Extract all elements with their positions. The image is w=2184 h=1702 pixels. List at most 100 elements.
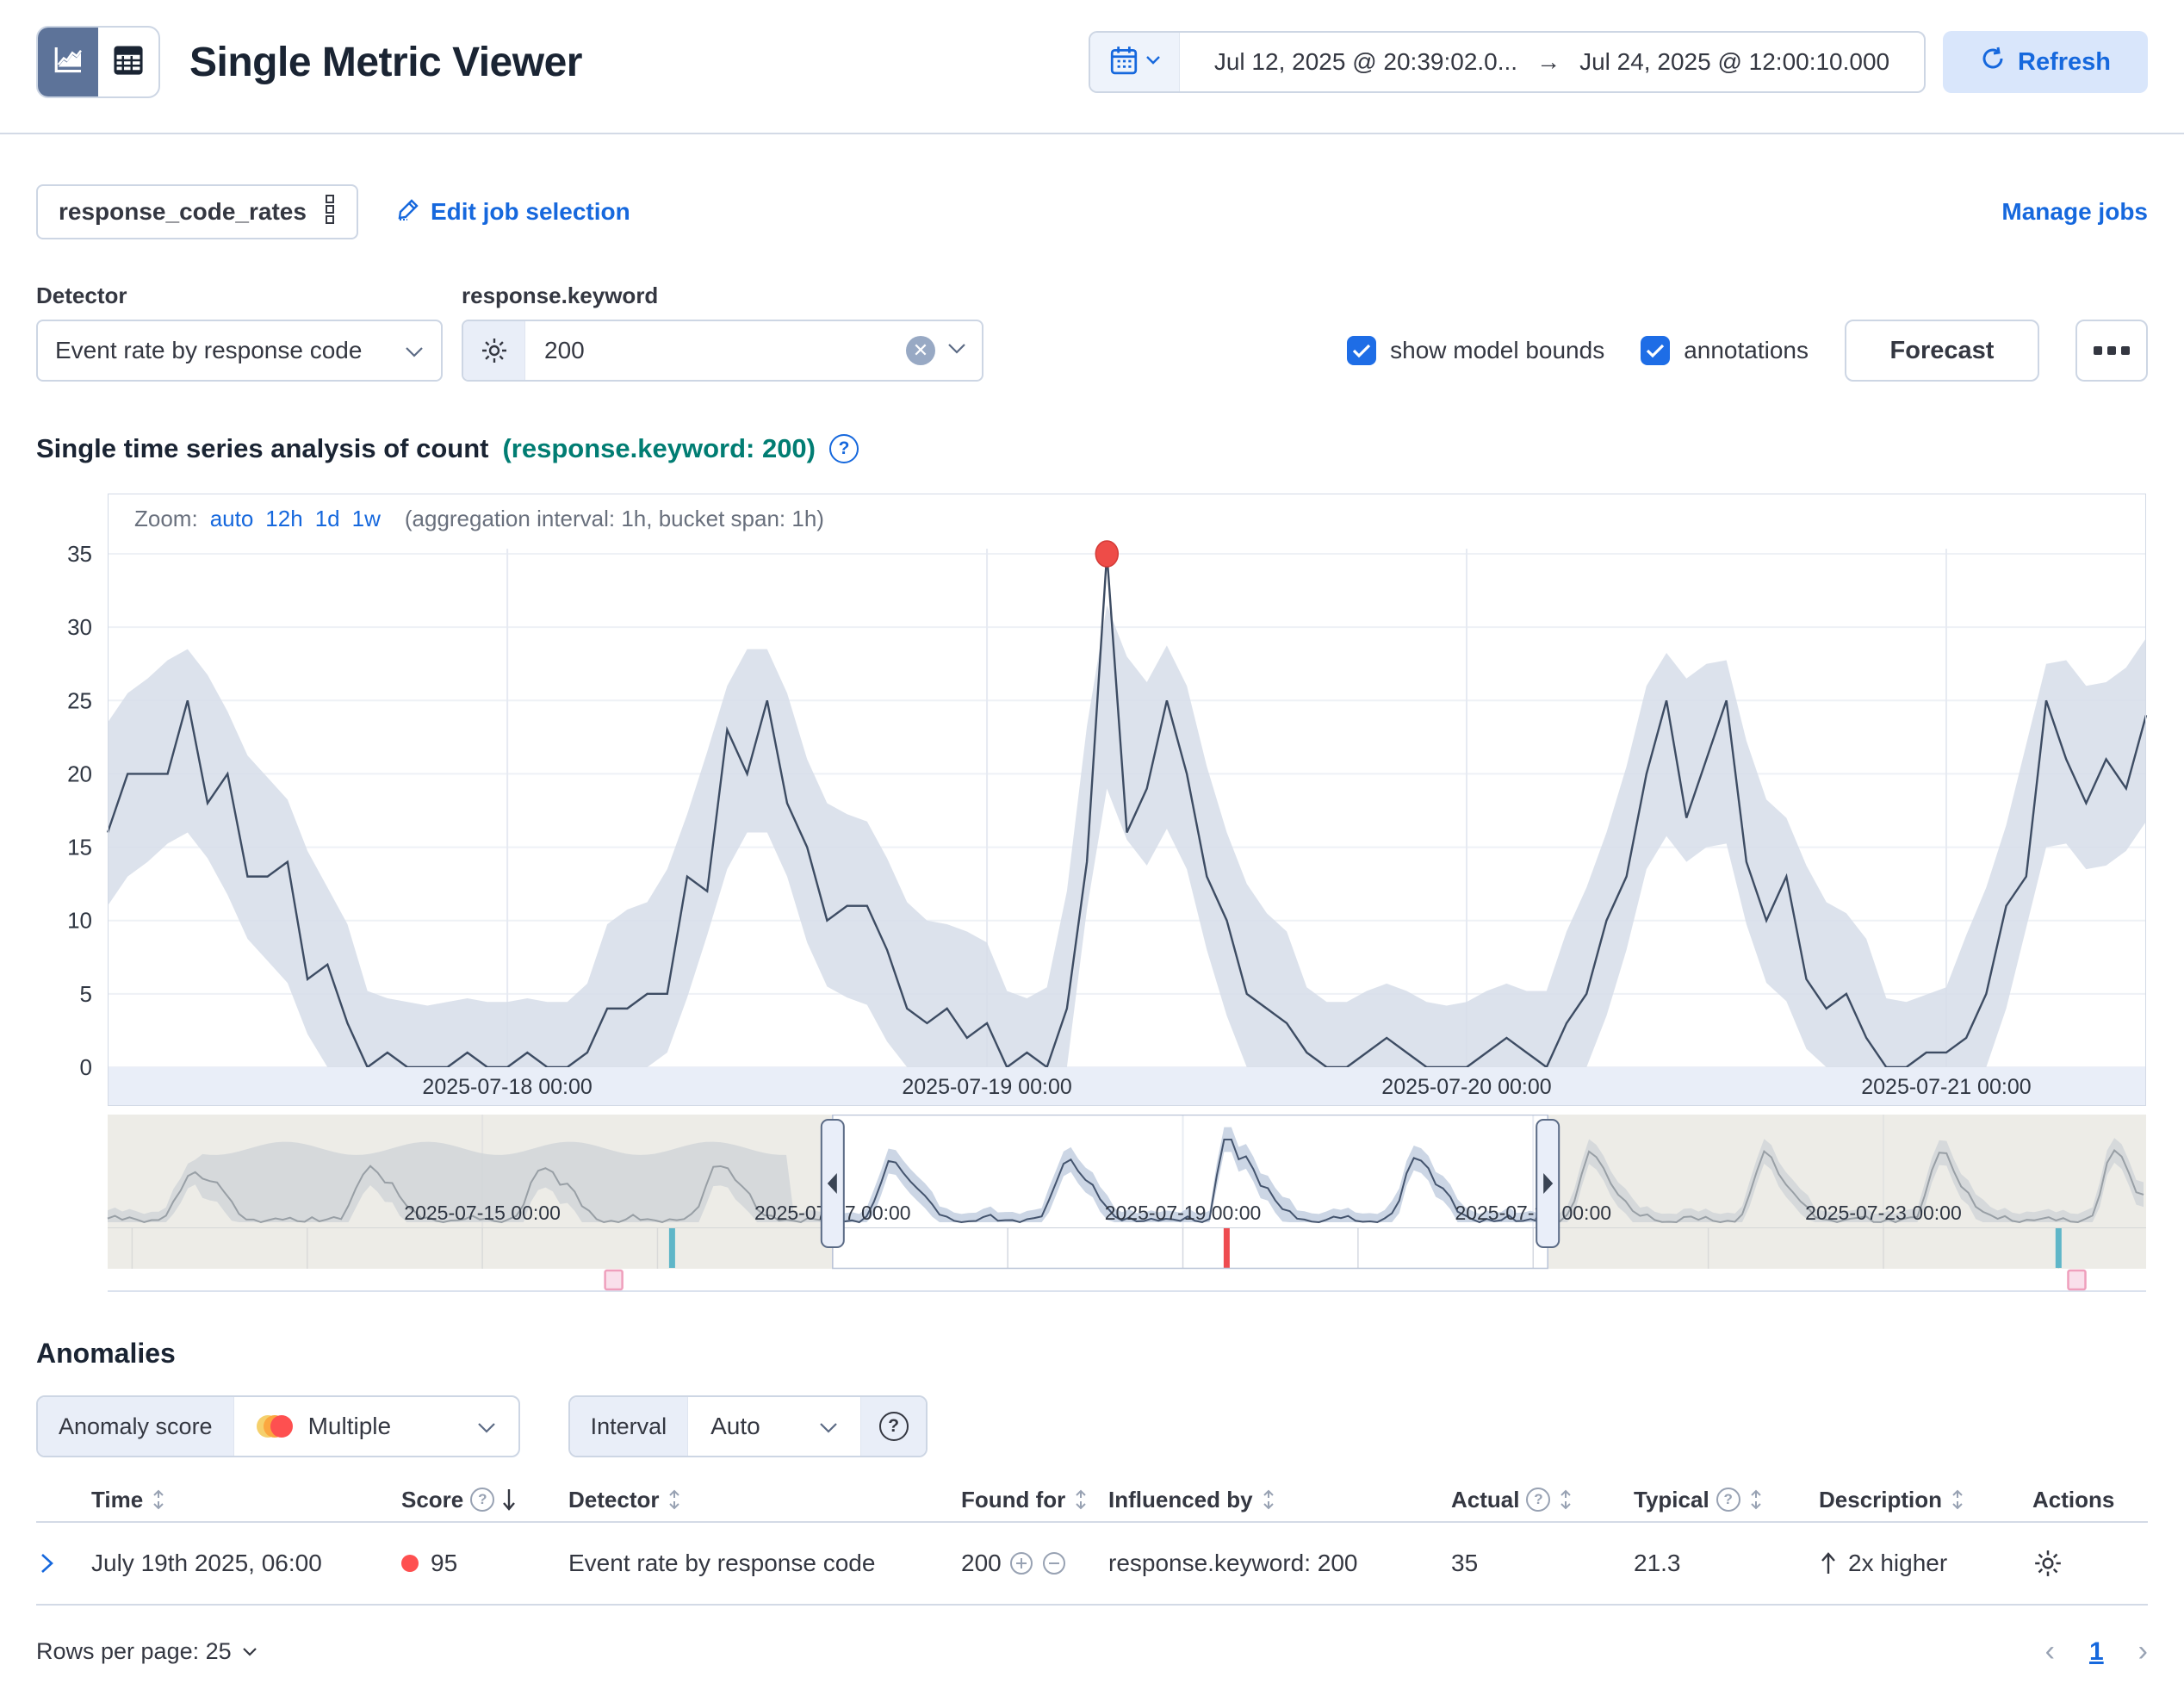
rows-per-page-button[interactable]: Rows per page: 25 — [36, 1638, 257, 1665]
quick-select-menu-button[interactable] — [1090, 33, 1180, 91]
detector-select[interactable]: Event rate by response code — [36, 320, 443, 382]
zoom-1d-link[interactable]: 1d — [314, 506, 340, 531]
critical-severity-icon — [401, 1555, 419, 1572]
more-options-button[interactable] — [2075, 320, 2148, 382]
entity-combobox[interactable]: 200 ✕ — [462, 320, 983, 382]
col-influenced-by[interactable]: Influenced by — [1108, 1487, 1451, 1513]
aggregation-note: (aggregation interval: 1h, bucket span: … — [404, 506, 824, 531]
edit-job-selection-link[interactable]: Edit job selection — [396, 197, 630, 227]
col-time[interactable]: Time — [91, 1487, 401, 1513]
anomaly-filters: Anomaly score Multiple Interval Auto ? — [36, 1395, 2148, 1457]
end-date[interactable]: Jul 24, 2025 @ 12:00:10.000 — [1579, 48, 1890, 75]
sort-icon — [153, 1489, 164, 1510]
svg-text:30: 30 — [67, 614, 92, 640]
expand-row-button[interactable] — [36, 1551, 91, 1575]
col-found-for[interactable]: Found for — [961, 1487, 1108, 1513]
zoom-12h-link[interactable]: 12h — [265, 506, 303, 531]
chevron-down-icon — [1145, 54, 1161, 70]
header-toolbar: Jul 12, 2025 @ 20:39:02.0... → Jul 24, 2… — [1089, 31, 2148, 93]
help-icon[interactable]: ? — [829, 434, 859, 463]
page-title: Single Metric Viewer — [189, 39, 582, 85]
annotation-marker — [2067, 1269, 2087, 1291]
page-header: Single Metric Viewer Jul 12, 2025 @ 20:3… — [36, 26, 2148, 98]
svg-text:2025-07-20 00:00: 2025-07-20 00:00 — [1381, 1075, 1551, 1099]
annotation-marker — [604, 1269, 624, 1291]
table-row: July 19th 2025, 06:00 95 Event rate by r… — [36, 1523, 2148, 1606]
date-range-values: Jul 12, 2025 @ 20:39:02.0... → Jul 24, 2… — [1180, 48, 1924, 76]
col-description[interactable]: Description — [1819, 1487, 2032, 1513]
help-icon: ? — [878, 1412, 909, 1441]
severity-select[interactable]: Multiple — [234, 1397, 518, 1456]
row-actions-button[interactable] — [2032, 1548, 2148, 1579]
annotations-checkbox[interactable]: annotations — [1641, 336, 1809, 365]
sort-icon — [1750, 1489, 1761, 1510]
sort-icon — [1263, 1489, 1274, 1510]
show-model-bounds-checkbox[interactable]: show model bounds — [1347, 336, 1604, 365]
boxes-vertical-icon — [324, 194, 336, 231]
col-typical[interactable]: Typical? — [1634, 1487, 1819, 1513]
zoom-auto-link[interactable]: auto — [209, 506, 254, 531]
page-1-button[interactable]: 1 — [2088, 1637, 2104, 1666]
entity-config-button[interactable] — [463, 321, 525, 380]
svg-text:25: 25 — [67, 687, 92, 713]
anomaly-time: July 19th 2025, 06:00 — [91, 1550, 322, 1576]
svg-text:2025-07-18 00:00: 2025-07-18 00:00 — [422, 1075, 592, 1099]
previous-page-button[interactable]: ‹ — [2044, 1635, 2055, 1668]
svg-text:2025-07-19 00:00: 2025-07-19 00:00 — [1105, 1202, 1262, 1224]
calendar-icon — [1109, 45, 1139, 80]
col-detector[interactable]: Detector — [568, 1487, 961, 1513]
chevron-down-icon — [947, 343, 966, 359]
svg-text:0: 0 — [80, 1054, 92, 1080]
help-icon: ? — [1716, 1488, 1740, 1512]
filter-out-icon[interactable] — [1041, 1550, 1067, 1576]
zoom-1w-link[interactable]: 1w — [351, 506, 381, 531]
filter-for-icon[interactable] — [1008, 1550, 1034, 1576]
help-icon: ? — [1526, 1488, 1551, 1512]
chevron-down-icon — [405, 337, 424, 364]
boxes-horizontal-icon — [2094, 346, 2102, 355]
anomaly-actual: 35 — [1451, 1550, 1479, 1576]
col-actions: Actions — [2032, 1486, 2115, 1513]
anomaly-score: 95 — [401, 1550, 568, 1577]
context-brush-chart[interactable]: 2025-07-15 00:00 2025-07-17 00:00 2025-07-… — [36, 1114, 2148, 1295]
sort-icon — [1076, 1489, 1087, 1510]
svg-text:2025-07-21 00:00: 2025-07-21 00:00 — [1455, 1202, 1611, 1224]
table-icon — [111, 43, 146, 82]
anomalies-heading: Anomalies — [36, 1338, 176, 1369]
entity-label: response.keyword — [462, 283, 659, 308]
controls-row: Detector Event rate by response code res… — [36, 283, 2148, 382]
gear-icon — [2035, 1550, 2061, 1576]
table-footer: Rows per page: 25 ‹ 1 › — [36, 1635, 2148, 1668]
arrow-up-icon — [1821, 1552, 1835, 1574]
help-icon: ? — [470, 1488, 495, 1512]
anomaly-score-filter: Anomaly score Multiple — [36, 1395, 520, 1457]
anomaly-marker — [1095, 540, 1120, 568]
entity-control: response.keyword 200 ✕ — [462, 283, 983, 382]
checkbox-checked-icon — [1641, 336, 1671, 365]
forecast-button[interactable]: Forecast — [1845, 320, 2039, 382]
refresh-button[interactable]: Refresh — [1943, 31, 2148, 93]
swimlane-anomaly-marker — [2055, 1228, 2062, 1268]
table-view-button[interactable] — [98, 28, 158, 96]
anomaly-found-for: 200 — [961, 1550, 1108, 1577]
svg-text:15: 15 — [67, 835, 92, 860]
line-chart-icon — [51, 43, 85, 82]
swimlane-anomaly-marker — [668, 1228, 675, 1268]
chevron-down-icon — [477, 1413, 496, 1440]
sort-icon — [669, 1489, 680, 1510]
manage-jobs-link[interactable]: Manage jobs — [2001, 198, 2148, 225]
table-header: Time Score? Detector Found for Influence… — [36, 1478, 2148, 1523]
anomaly-detector: Event rate by response code — [568, 1550, 876, 1576]
interval-help-button[interactable]: ? — [860, 1397, 927, 1456]
clear-selection-icon[interactable]: ✕ — [906, 336, 935, 365]
interval-select[interactable]: Auto — [688, 1397, 860, 1456]
zoom-label: Zoom: — [134, 506, 198, 531]
col-score[interactable]: Score? — [401, 1487, 568, 1513]
next-page-button[interactable]: › — [2137, 1635, 2148, 1668]
start-date[interactable]: Jul 12, 2025 @ 20:39:02.0... — [1213, 48, 1518, 75]
timeseries-chart[interactable]: 0 5 10 15 20 25 30 35 2025-07-18 00:00 2025-07-19… — [36, 494, 2148, 1109]
chart-view-button[interactable] — [38, 28, 98, 96]
col-actual[interactable]: Actual? — [1451, 1487, 1634, 1513]
selected-job-badge[interactable]: response_code_rates — [36, 184, 358, 239]
